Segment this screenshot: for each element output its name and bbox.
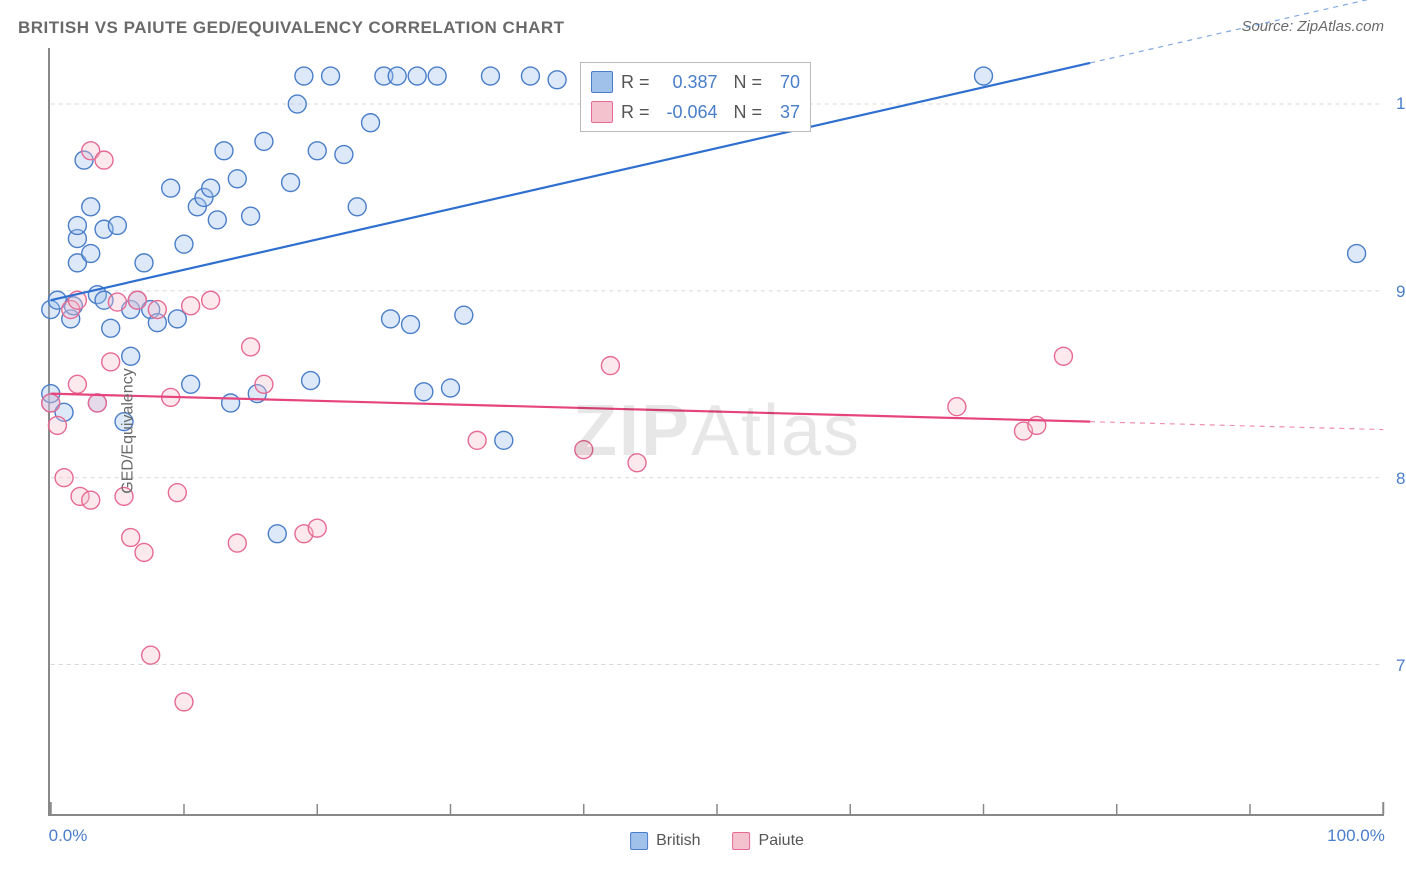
x-tick-label: 100.0%	[1327, 826, 1385, 846]
stats-n-label: N =	[734, 72, 763, 93]
y-tick-label: 90.0%	[1396, 282, 1406, 302]
legend-item: Paiute	[733, 832, 804, 850]
stats-row: R = 0.387 N = 70	[591, 67, 800, 97]
stats-r-value: 0.387	[658, 72, 718, 93]
stats-r-value: -0.064	[658, 102, 718, 123]
bottom-legend: British Paiute	[630, 832, 804, 850]
x-tick-label: 0.0%	[49, 826, 88, 846]
legend-label: Paiute	[759, 832, 804, 850]
legend-swatch	[591, 101, 613, 123]
stats-box: R = 0.387 N = 70 R = -0.064 N = 37	[580, 62, 811, 132]
legend-swatch	[630, 832, 648, 850]
chart-container: BRITISH VS PAIUTE GED/EQUIVALENCY CORREL…	[0, 0, 1406, 892]
chart-title: BRITISH VS PAIUTE GED/EQUIVALENCY CORREL…	[18, 18, 565, 38]
stats-n-value: 70	[770, 72, 800, 93]
stats-r-label: R =	[621, 102, 650, 123]
chart-source: Source: ZipAtlas.com	[1241, 18, 1384, 35]
legend-item: British	[630, 832, 700, 850]
y-tick-label: 80.0%	[1396, 469, 1406, 489]
y-tick-label: 100.0%	[1396, 94, 1406, 114]
stats-row: R = -0.064 N = 37	[591, 97, 800, 127]
plot-area: ZIPAtlas GED/Equivalency R =0.387N =70R …	[48, 48, 1384, 816]
y-tick-label: 70.0%	[1396, 656, 1406, 676]
stats-n-value: 37	[770, 102, 800, 123]
stats-r-label: R =	[621, 72, 650, 93]
plot-svg	[50, 48, 1384, 814]
legend-swatch	[591, 71, 613, 93]
stats-n-label: N =	[734, 102, 763, 123]
y-axis-label: GED/Equivalency	[120, 368, 138, 493]
legend-label: British	[656, 832, 700, 850]
legend-swatch	[733, 832, 751, 850]
